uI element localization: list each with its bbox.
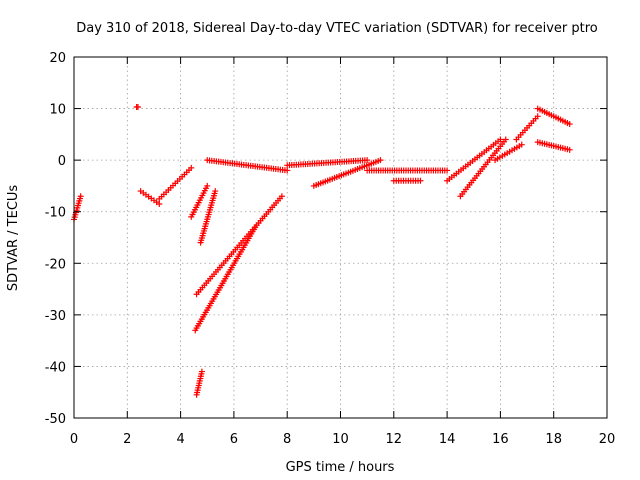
x-axis-label: GPS time / hours (286, 460, 395, 475)
y-tick-label: 0 (58, 154, 66, 169)
chart-title: Day 310 of 2018, Sidereal Day-to-day VTE… (76, 21, 598, 36)
y-tick-label: 20 (49, 51, 66, 66)
data-points (71, 104, 573, 398)
data-point (188, 164, 195, 171)
data-point (566, 121, 573, 128)
data-point (204, 182, 211, 189)
x-tick-label: 18 (545, 432, 562, 447)
x-tick-label: 16 (492, 432, 509, 447)
y-tick-label: -20 (45, 257, 66, 272)
data-point (198, 368, 205, 375)
x-tick-label: 8 (283, 432, 291, 447)
x-tick-label: 0 (70, 432, 78, 447)
data-point (284, 167, 291, 174)
y-tick-label: -50 (45, 412, 66, 427)
data-point (212, 188, 219, 195)
data-point (77, 193, 84, 200)
x-tick-label: 10 (332, 432, 349, 447)
data-point (502, 136, 509, 143)
data-point (566, 146, 573, 153)
data-point (252, 224, 259, 231)
data-point (534, 113, 541, 120)
x-tick-label: 2 (123, 432, 131, 447)
y-tick-label: -40 (45, 360, 66, 375)
axis-ticks: 0 2 4 6 8 10 12 14 16 18 20 -50 -40 -30 -20 -10 0 10 20 (45, 51, 616, 447)
y-axis-label: SDTVAR / TECUs (6, 185, 21, 292)
data-point (377, 157, 384, 164)
grid (74, 57, 607, 418)
y-tick-label: -10 (45, 206, 66, 221)
x-tick-label: 20 (599, 432, 616, 447)
data-point (518, 141, 525, 148)
data-point (364, 157, 371, 164)
y-tick-label: 10 (49, 103, 66, 118)
y-tick-label: -30 (45, 309, 66, 324)
x-tick-label: 14 (439, 432, 456, 447)
data-point (134, 104, 141, 111)
data-point (497, 136, 504, 143)
data-point (417, 177, 424, 184)
data-point (156, 200, 163, 207)
x-tick-label: 4 (176, 432, 184, 447)
x-tick-label: 6 (230, 432, 238, 447)
data-point (444, 167, 451, 174)
x-tick-label: 12 (386, 432, 403, 447)
data-point (278, 193, 285, 200)
